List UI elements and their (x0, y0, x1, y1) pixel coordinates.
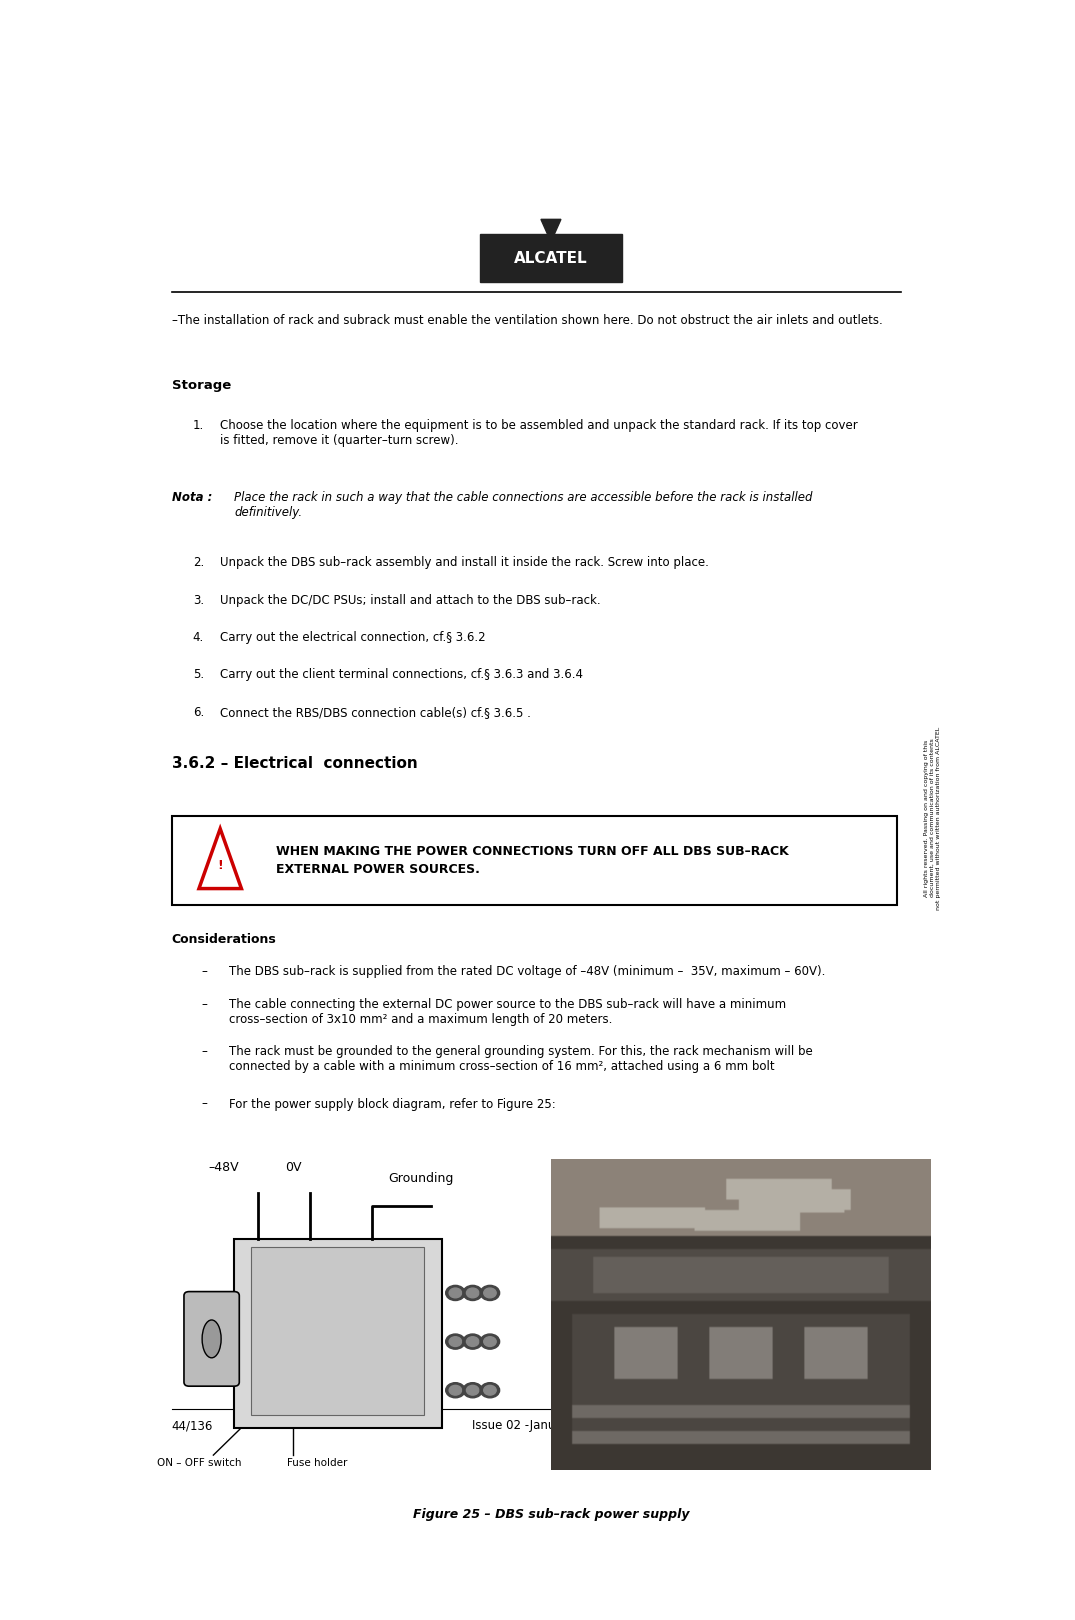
Circle shape (467, 1336, 478, 1346)
Text: Nota :: Nota : (172, 491, 212, 504)
Text: ON – OFF switch: ON – OFF switch (157, 1458, 242, 1468)
Text: The cable connecting the external DC power source to the DBS sub–rack will have : The cable connecting the external DC pow… (229, 998, 786, 1025)
Text: WHEN MAKING THE POWER CONNECTIONS TURN OFF ALL DBS SUB–RACK
EXTERNAL POWER SOURC: WHEN MAKING THE POWER CONNECTIONS TURN O… (276, 846, 789, 876)
Text: For the power supply block diagram, refer to Figure 25:: For the power supply block diagram, refe… (229, 1097, 556, 1111)
Text: Grounding: Grounding (388, 1171, 454, 1184)
Circle shape (484, 1385, 497, 1395)
FancyBboxPatch shape (252, 1247, 425, 1414)
Polygon shape (541, 219, 561, 241)
Text: 0V: 0V (285, 1162, 301, 1174)
Text: Connect the RBS/DBS connection cable(s) cf.§ 3.6.5 .: Connect the RBS/DBS connection cable(s) … (220, 706, 531, 719)
Circle shape (449, 1288, 461, 1298)
Text: The DBS sub–rack is supplied from the rated DC voltage of –48V (minimum –  35V, : The DBS sub–rack is supplied from the ra… (229, 966, 825, 978)
Circle shape (467, 1385, 478, 1395)
Circle shape (481, 1285, 500, 1301)
Circle shape (449, 1385, 461, 1395)
Text: 2.: 2. (192, 556, 204, 569)
Text: !: ! (217, 859, 223, 872)
Text: –: – (201, 966, 206, 978)
Circle shape (467, 1288, 478, 1298)
Text: Fuse holder: Fuse holder (287, 1458, 347, 1468)
Text: Issue 02 -January, 10 2000: Issue 02 -January, 10 2000 (472, 1419, 630, 1432)
FancyBboxPatch shape (172, 815, 897, 906)
Text: Figure 25 – DBS sub–rack power supply: Figure 25 – DBS sub–rack power supply (413, 1508, 689, 1521)
Circle shape (446, 1333, 465, 1349)
Text: 5.: 5. (192, 669, 204, 682)
Text: Choose the location where the equipment is to be assembled and unpack the standa: Choose the location where the equipment … (220, 420, 858, 447)
Text: –48V: –48V (209, 1162, 239, 1174)
Text: Place the rack in such a way that the cable connections are accessible before th: Place the rack in such a way that the ca… (234, 491, 813, 520)
Ellipse shape (202, 1320, 221, 1358)
Circle shape (446, 1285, 465, 1301)
FancyBboxPatch shape (234, 1239, 442, 1429)
Text: The rack must be grounded to the general grounding system. For this, the rack me: The rack must be grounded to the general… (229, 1045, 813, 1072)
Text: 3.6.2 – Electrical  connection: 3.6.2 – Electrical connection (172, 757, 417, 771)
Text: 44/136: 44/136 (172, 1419, 213, 1432)
Text: 1.: 1. (192, 420, 204, 433)
Text: 6.: 6. (192, 706, 204, 719)
Circle shape (463, 1285, 483, 1301)
Circle shape (449, 1336, 461, 1346)
FancyBboxPatch shape (184, 1291, 240, 1387)
Circle shape (481, 1333, 500, 1349)
Text: –: – (201, 1097, 206, 1111)
Text: 3CC10875AAAA TQ BJA 02: 3CC10875AAAA TQ BJA 02 (741, 1419, 897, 1432)
Text: Unpack the DC/DC PSUs; install and attach to the DBS sub–rack.: Unpack the DC/DC PSUs; install and attac… (220, 593, 601, 606)
Circle shape (484, 1288, 497, 1298)
Text: Carry out the client terminal connections, cf.§ 3.6.3 and 3.6.4: Carry out the client terminal connection… (220, 669, 583, 682)
FancyBboxPatch shape (481, 235, 621, 282)
Text: 4.: 4. (192, 632, 204, 645)
Text: All rights reserved. Passing on and copying of this
document, use and communicat: All rights reserved. Passing on and copy… (924, 726, 941, 910)
Text: 3.: 3. (192, 593, 204, 606)
Circle shape (481, 1383, 500, 1398)
Text: Carry out the electrical connection, cf.§ 3.6.2: Carry out the electrical connection, cf.… (220, 632, 486, 645)
Text: Unpack the DBS sub–rack assembly and install it inside the rack. Screw into plac: Unpack the DBS sub–rack assembly and ins… (220, 556, 710, 569)
Text: –The installation of rack and subrack must enable the ventilation shown here. Do: –The installation of rack and subrack mu… (172, 314, 883, 327)
Text: Storage: Storage (172, 379, 231, 392)
Text: ALCATEL: ALCATEL (514, 251, 588, 266)
Circle shape (463, 1333, 483, 1349)
Text: Considerations: Considerations (172, 933, 276, 946)
Text: –: – (201, 1045, 206, 1058)
Text: –: – (201, 998, 206, 1011)
Circle shape (463, 1383, 483, 1398)
Circle shape (484, 1336, 497, 1346)
Circle shape (446, 1383, 465, 1398)
